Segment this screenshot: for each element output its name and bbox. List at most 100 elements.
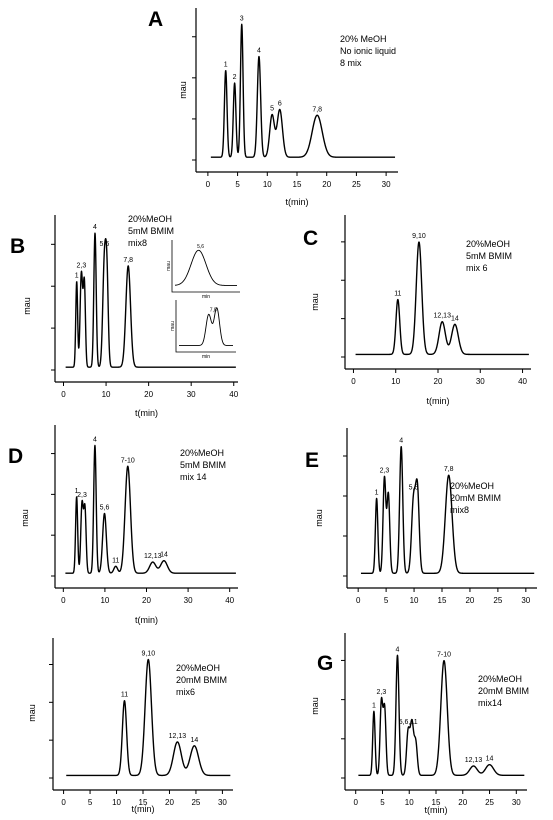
x-axis-label: t(min) [132,804,155,814]
x-tick-label: 30 [476,377,485,386]
inset-x-label: min [202,294,210,300]
x-axis-label: t(min) [135,615,158,625]
chart-panel-e: 0 5 10 15 20 25 30 1 2,3 4 5,6 7,8 mau E 20%MeOH 20mM B… [305,428,537,605]
inset-y-label: mau [170,321,176,331]
x-tick-label: 30 [187,390,196,399]
x-tick-label: 0 [206,180,211,189]
panel-letter: D [8,445,23,468]
y-axis-label: mau [314,509,324,527]
condition-text: mix8 [450,505,469,515]
chart-panel-g: 0 5 10 15 20 25 30 12,3 4 5,6,11 7-10 12,13 14 t(min)… [310,633,529,815]
x-tick-label: 5 [380,798,385,807]
peak-label: 6 [278,100,282,107]
peak-label: 11 [394,291,401,298]
condition-text: 20mM BMIM [478,686,529,696]
condition-text: 20%MeOH [466,239,510,249]
x-tick-label: 15 [139,798,148,807]
condition-text: 20%MeOH [180,448,224,458]
chart-panel-c: 0 10 20 30 40 11 9,10 12,13 14 t(min) mau C 20%MeOH 5… [303,215,531,406]
chromatogram-trace [64,444,237,574]
x-tick-label: 10 [263,180,272,189]
inset-y-label: mau [166,261,172,271]
peak-label: 1 [372,702,376,709]
x-tick-label: 30 [521,596,530,605]
x-tick-label: 10 [112,798,121,807]
x-tick-label: 20 [465,596,474,605]
x-tick-label: 40 [225,596,234,605]
inset-1: 5,6 mau min [166,240,240,300]
panel-letter: A [148,8,163,31]
x-tick-label: 15 [432,798,441,807]
peak-label: 14 [160,552,168,559]
chromatogram-trace [355,241,530,356]
peak-label: 7,8 [312,106,322,113]
x-tick-label: 10 [100,596,109,605]
x-axis-label: t(min) [135,408,158,418]
x-tick-label: 20 [165,798,174,807]
chromatogram-trace [360,445,535,574]
inset-2: 7,8 mau min [170,300,236,360]
chromatogram-trace [65,232,237,368]
x-axis-label: t(min) [425,805,448,815]
peak-label: 7,8 [123,257,133,264]
x-tick-label: 5 [88,798,93,807]
peak-label: 3 [240,15,244,22]
peak-label: 11 [121,692,128,699]
x-axis-label: t(min) [286,197,309,207]
chromatogram-trace [210,23,396,158]
peak-label: 1 [75,272,79,279]
x-tick-label: 30 [382,180,391,189]
x-tick-label: 0 [61,798,66,807]
peak-label: 4 [399,438,403,445]
peak-label: 7,8 [444,466,454,473]
peak-label: 11 [112,557,119,564]
y-axis-label: mau [22,297,32,315]
condition-text: mix8 [128,238,147,248]
panel-letter: C [303,227,318,250]
panel-letter: B [10,235,25,258]
x-tick-label: 0 [353,798,358,807]
x-tick-label: 30 [218,798,227,807]
x-tick-label: 20 [144,390,153,399]
chart-panel-b: 0 10 20 30 40 1 2,3 4 5,6 7,8 t(min) mau B 20%MeOH 5mM… [10,214,240,418]
condition-text: No ionic liquid [340,46,396,56]
inset-axes [175,300,236,353]
condition-text: 20%MeOH [128,214,172,224]
condition-text: 5mM BMIM [180,460,226,470]
inset-peak-label: 7,8 [210,307,217,313]
x-tick-label: 20 [142,596,151,605]
condition-text: 20%MeOH [478,674,522,684]
inset-axes [171,240,240,293]
peak-label: 12,13 [144,553,162,560]
x-tick-label: 5 [235,180,240,189]
x-tick-label: 10 [391,377,400,386]
chromatogram-trace [357,654,525,777]
condition-text: 8 mix [340,58,362,68]
peak-label: 4 [93,224,97,231]
condition-text: 5mM BMIM [128,226,174,236]
x-tick-label: 40 [518,377,527,386]
y-axis-label: mau [310,697,320,715]
peak-label: 1 [375,489,379,496]
peak-label: 1 [224,62,228,69]
peak-label: 14 [451,315,459,322]
x-tick-label: 0 [61,390,66,399]
peak-label: 2,3 [377,689,387,696]
inset-peak-label: 5,6 [197,244,204,250]
chromatogram-trace [65,658,231,777]
peak-label: 4 [257,48,261,55]
x-tick-label: 25 [485,798,494,807]
x-tick-label: 5 [384,596,389,605]
peak-label: 14 [190,737,198,744]
x-tick-label: 20 [458,798,467,807]
condition-text: 5mM BMIM [466,251,512,261]
peak-label: 7-10 [121,457,135,464]
condition-text: mix 6 [466,263,488,273]
peak-label: 2,3 [380,467,390,474]
x-tick-label: 25 [191,798,200,807]
peak-label: 9,10 [412,233,426,240]
panel-letter: E [305,449,319,472]
